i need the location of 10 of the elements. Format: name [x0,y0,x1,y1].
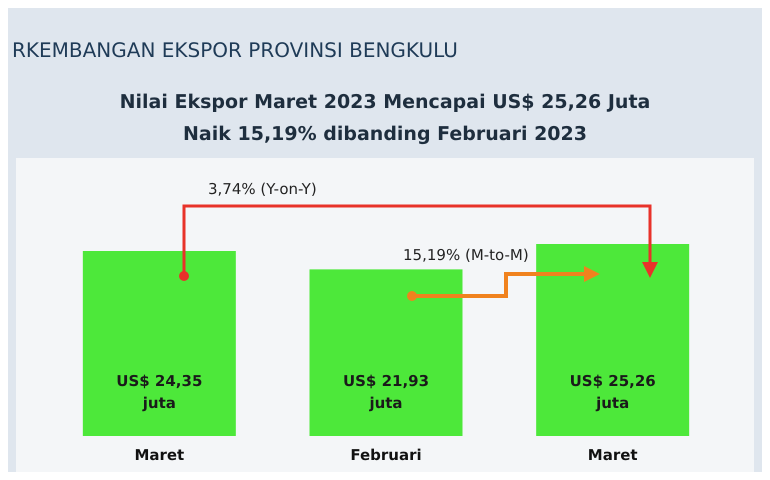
chart-subtitle: Nilai Ekspor Maret 2023 Mencapai US$ 25,26 Juta Naik 15,19% dibanding Februari 2023 [118,90,652,147]
x-tick-label: Maret [588,446,638,464]
annotation: 15,19% (M-to-M) [403,246,529,264]
x-tick-label: Februari [350,446,422,464]
x-tick-label: Maret [134,446,184,464]
data-label: US$ 21,93 juta [342,372,430,412]
chart-title: RKEMBANGAN EKSPOR PROVINSI BENGKULU [12,38,458,62]
data-label: US$ 24,35 juta [116,372,202,412]
text: 3,74% (Y-on-Y) [208,180,317,198]
data-label: US$ 25,26 juta [570,372,656,412]
